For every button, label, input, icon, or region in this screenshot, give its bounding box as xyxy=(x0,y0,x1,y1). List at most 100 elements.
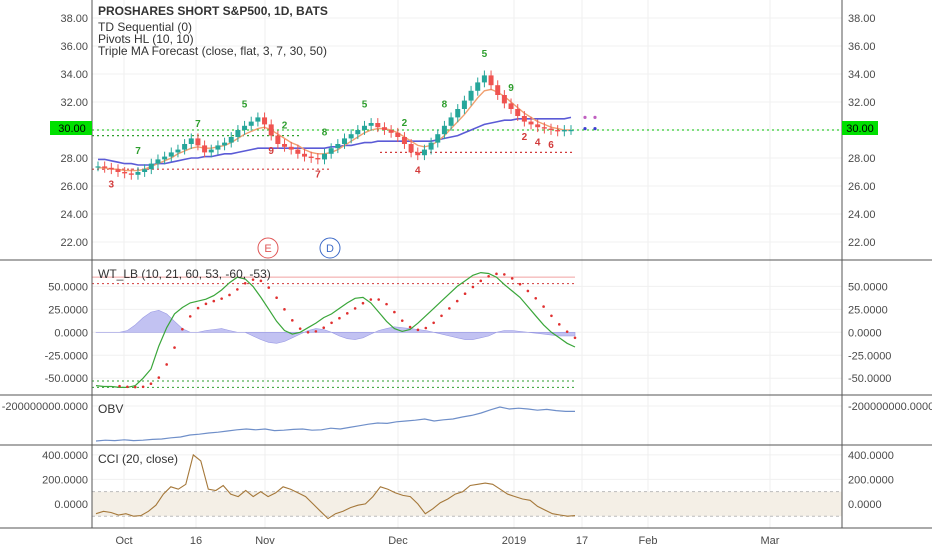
td-count-up: 9 xyxy=(508,83,514,94)
earnings-badge-circle xyxy=(257,237,279,259)
wt-signal-dot xyxy=(510,277,514,280)
candle-body xyxy=(475,82,481,91)
candle-body xyxy=(188,138,194,144)
candle-body xyxy=(295,149,301,154)
forecast-dot xyxy=(593,127,597,131)
y-tick-label-right: -50.0000 xyxy=(848,373,891,385)
candle-body xyxy=(368,123,374,126)
y-tick-label-left: 50.0000 xyxy=(48,281,88,293)
indicator-td-sequential[interactable]: TD Sequential (0) xyxy=(98,20,192,34)
wt1-line xyxy=(95,271,576,388)
wt-signal-dot xyxy=(361,301,365,305)
td-count-down: 6 xyxy=(548,140,554,151)
wt-signal-dot xyxy=(173,346,176,349)
wt-signal-dot xyxy=(267,286,271,289)
wt-signal-dot xyxy=(236,288,239,291)
td-count-up: 7 xyxy=(195,119,201,130)
td-count-down: 7 xyxy=(315,170,321,181)
candle-body xyxy=(168,152,174,157)
y-tick-label-left: 0.0000 xyxy=(54,327,88,339)
wt-signal-dot xyxy=(369,298,373,301)
candle-body xyxy=(468,90,474,101)
candle-body xyxy=(182,144,188,150)
wt-signal-dot xyxy=(188,315,192,318)
y-tick-label-left: 32.00 xyxy=(60,97,88,109)
y-tick-label-left: 28.00 xyxy=(60,153,88,165)
price-badge-left-label: 30.00 xyxy=(58,123,86,135)
wt-signal-dot xyxy=(330,321,333,325)
price-badge-right-bg xyxy=(842,121,878,135)
wt-signal-dot xyxy=(400,319,404,322)
wt-signal-dot xyxy=(181,327,184,331)
wt-signal-dot xyxy=(196,306,200,310)
candle-body xyxy=(408,144,414,153)
td-count-down: 2 xyxy=(522,132,528,143)
candle-body xyxy=(142,169,148,172)
candle-body xyxy=(481,75,487,83)
x-tick-label: 16 xyxy=(190,535,202,547)
obv-legend[interactable]: OBV xyxy=(98,402,123,416)
wt-lb-pane[interactable] xyxy=(92,271,577,389)
x-tick-label: 17 xyxy=(576,535,588,547)
candle-body xyxy=(415,152,421,156)
td-count-up: 8 xyxy=(442,100,448,111)
candle-body xyxy=(282,144,288,147)
wt-signal-dot xyxy=(542,305,545,308)
y-tick-label-right: 34.00 xyxy=(848,69,876,81)
wt-signal-dot xyxy=(393,310,396,314)
wt-lb-legend[interactable]: WT_LB (10, 21, 60, 53, -60, -53) xyxy=(98,267,271,281)
wt-signal-dot xyxy=(259,279,263,283)
candle-body xyxy=(521,116,527,122)
candle-body xyxy=(555,130,561,132)
y-tick-label-right: 0.0000 xyxy=(848,327,882,339)
wt-signal-dot xyxy=(141,385,145,389)
dividend-badge[interactable]: D xyxy=(319,237,341,259)
candle-body xyxy=(388,130,394,133)
ma-fast-line xyxy=(98,88,571,172)
wt-signal-dot xyxy=(322,326,326,330)
candle-body xyxy=(428,142,434,150)
wt-signal-dot xyxy=(534,297,538,300)
candle-body xyxy=(335,144,341,149)
cci-pane[interactable] xyxy=(92,453,842,520)
price-badge-right: 30.00 xyxy=(842,121,878,135)
candle-body xyxy=(435,134,441,143)
obv-line xyxy=(95,406,575,442)
wt-signal-dot xyxy=(455,299,459,303)
td-count-down: 3 xyxy=(109,179,115,190)
wt-signal-dot xyxy=(291,319,294,322)
candle-body xyxy=(401,137,407,144)
indicator-triple-ma[interactable]: Triple MA Forecast (close, flat, 3, 7, 3… xyxy=(98,44,327,58)
td-count-down: 9 xyxy=(268,146,274,157)
y-tick-label-right: 25.0000 xyxy=(848,304,888,316)
candle-body xyxy=(341,138,347,144)
wt-signal-dot xyxy=(204,302,208,306)
y-tick-label-right: -200000000.0000 xyxy=(848,401,932,413)
candle-body xyxy=(248,121,254,126)
wt-signal-dot xyxy=(298,327,302,330)
wt-signal-dot xyxy=(487,274,490,278)
wt-signal-dot xyxy=(518,282,522,286)
candle-body xyxy=(328,148,334,154)
indicator-pivots[interactable]: Pivots HL (10, 10) xyxy=(98,32,194,46)
cci-legend[interactable]: CCI (20, close) xyxy=(98,452,178,466)
y-tick-label-right: 36.00 xyxy=(848,41,876,53)
earnings-badge[interactable]: E xyxy=(257,237,279,259)
wt-signal-dot xyxy=(165,363,168,366)
candle-body xyxy=(441,125,447,135)
y-tick-label-right: 0.0000 xyxy=(848,499,882,511)
obv-pane[interactable] xyxy=(95,406,575,442)
wt-signal-dot xyxy=(353,307,357,310)
forecast-dot xyxy=(583,115,587,119)
candle-body xyxy=(135,172,141,175)
y-tick-label-left: 200.0000 xyxy=(42,474,88,486)
symbol-title: PROSHARES SHORT S&P500, 1D, BATS xyxy=(98,4,328,18)
wt-signal-dot xyxy=(133,385,137,389)
wt-signal-dot xyxy=(377,298,380,301)
wt-signal-dot xyxy=(495,272,498,276)
candle-body xyxy=(315,158,321,160)
wt-signal-dot xyxy=(228,293,231,297)
y-tick-label-right: 28.00 xyxy=(848,153,876,165)
